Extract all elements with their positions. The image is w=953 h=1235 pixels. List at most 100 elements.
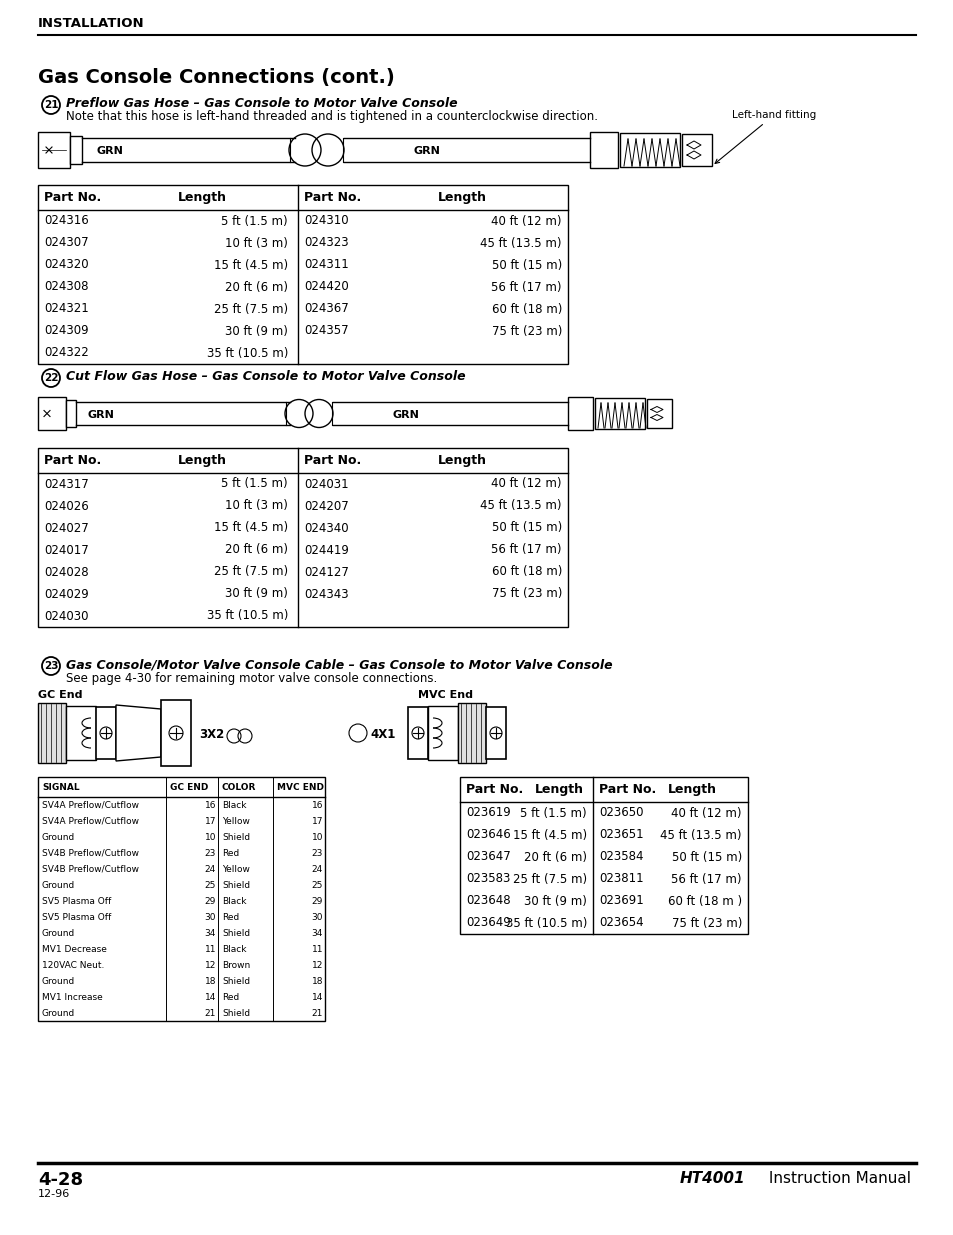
Text: Red: Red (222, 913, 239, 921)
Text: 25 ft (7.5 m): 25 ft (7.5 m) (213, 303, 288, 315)
Bar (619, 133, 679, 167)
Text: 17: 17 (312, 816, 323, 825)
Text: 60 ft (18 m): 60 ft (18 m) (491, 303, 561, 315)
Text: 024367: 024367 (304, 303, 349, 315)
Text: Length: Length (437, 454, 486, 467)
Text: 21: 21 (44, 100, 58, 110)
Text: SV4B Preflow/Cutflow: SV4B Preflow/Cutflow (42, 864, 139, 873)
Text: SV4A Preflow/Cutflow: SV4A Preflow/Cutflow (42, 800, 139, 809)
Text: 024323: 024323 (304, 236, 348, 249)
Text: 5 ft (1.5 m): 5 ft (1.5 m) (221, 478, 288, 490)
Text: Note that this hose is left-hand threaded and is tightened in a counterclockwise: Note that this hose is left-hand threade… (66, 110, 598, 124)
Text: 40 ft (12 m): 40 ft (12 m) (491, 215, 561, 227)
Text: 12: 12 (204, 961, 215, 969)
Text: 16: 16 (312, 800, 323, 809)
Text: 29: 29 (204, 897, 215, 905)
Text: 4-28: 4-28 (38, 1171, 83, 1189)
Text: 024309: 024309 (44, 325, 89, 337)
Text: 024311: 024311 (304, 258, 349, 272)
Bar (485, 706, 505, 760)
Bar (38, 185, 567, 364)
Text: Ground: Ground (42, 929, 75, 937)
Text: GC END: GC END (170, 783, 208, 792)
Text: 18: 18 (312, 977, 323, 986)
Text: 4X1: 4X1 (370, 729, 395, 741)
Bar (589, 132, 618, 168)
Text: 14: 14 (312, 993, 323, 1002)
Bar (66, 706, 96, 760)
Bar (646, 399, 671, 429)
Text: Length: Length (178, 191, 227, 204)
Text: 024027: 024027 (44, 521, 89, 535)
Text: Shield: Shield (222, 881, 250, 889)
Text: 10 ft (3 m): 10 ft (3 m) (225, 236, 288, 249)
Text: 24: 24 (312, 864, 323, 873)
Text: 5 ft (1.5 m): 5 ft (1.5 m) (519, 806, 586, 820)
Text: 45 ft (13.5 m): 45 ft (13.5 m) (480, 236, 561, 249)
Text: 12: 12 (312, 961, 323, 969)
Text: 10 ft (3 m): 10 ft (3 m) (225, 499, 288, 513)
Text: Red: Red (222, 848, 239, 857)
Text: 023648: 023648 (465, 894, 510, 908)
Text: Length: Length (178, 454, 227, 467)
Bar (66, 400, 76, 427)
Text: 30 ft (9 m): 30 ft (9 m) (523, 894, 586, 908)
Text: MV1 Increase: MV1 Increase (42, 993, 103, 1002)
Text: 21: 21 (312, 1009, 323, 1018)
Text: 40 ft (12 m): 40 ft (12 m) (671, 806, 741, 820)
Text: 12-96: 12-96 (38, 1189, 71, 1199)
Text: GC End: GC End (38, 690, 82, 700)
Text: MVC END: MVC END (276, 783, 324, 792)
Text: Ground: Ground (42, 881, 75, 889)
Text: 024317: 024317 (44, 478, 89, 490)
Text: 34: 34 (204, 929, 215, 937)
Text: 60 ft (18 m): 60 ft (18 m) (491, 566, 561, 578)
Text: MVC End: MVC End (417, 690, 473, 700)
Text: 56 ft (17 m): 56 ft (17 m) (671, 872, 741, 885)
Bar (161, 700, 191, 766)
Text: Part No.: Part No. (465, 783, 522, 797)
Text: 11: 11 (312, 945, 323, 953)
Text: 25: 25 (204, 881, 215, 889)
Text: 3X2: 3X2 (199, 729, 224, 741)
Bar (428, 706, 457, 760)
Text: GRN: GRN (393, 410, 419, 420)
Text: 023654: 023654 (598, 916, 643, 930)
Text: 15 ft (4.5 m): 15 ft (4.5 m) (213, 258, 288, 272)
Text: Gas Console Connections (cont.): Gas Console Connections (cont.) (38, 68, 395, 86)
Text: Red: Red (222, 993, 239, 1002)
Text: GRN: GRN (414, 146, 440, 156)
Text: 20 ft (6 m): 20 ft (6 m) (225, 543, 288, 557)
Text: SV4B Preflow/Cutflow: SV4B Preflow/Cutflow (42, 848, 139, 857)
Text: 16: 16 (204, 800, 215, 809)
Bar (567, 396, 593, 430)
Text: 024310: 024310 (304, 215, 348, 227)
Text: 15 ft (4.5 m): 15 ft (4.5 m) (513, 829, 586, 841)
Text: 5 ft (1.5 m): 5 ft (1.5 m) (221, 215, 288, 227)
Text: 023649: 023649 (465, 916, 510, 930)
Text: MV1 Decrease: MV1 Decrease (42, 945, 107, 953)
Bar (38, 703, 66, 763)
Text: Length: Length (437, 191, 486, 204)
Text: 024419: 024419 (304, 543, 349, 557)
Text: Yellow: Yellow (222, 864, 250, 873)
Text: 023584: 023584 (598, 851, 643, 863)
Text: 23: 23 (44, 661, 58, 671)
Text: 25: 25 (312, 881, 323, 889)
Text: SV4A Preflow/Cutflow: SV4A Preflow/Cutflow (42, 816, 139, 825)
Text: 023583: 023583 (465, 872, 510, 885)
Text: 023811: 023811 (598, 872, 643, 885)
Text: SV5 Plasma Off: SV5 Plasma Off (42, 897, 112, 905)
Text: Shield: Shield (222, 929, 250, 937)
Bar (595, 398, 644, 429)
Text: See page 4-30 for remaining motor valve console connections.: See page 4-30 for remaining motor valve … (66, 672, 436, 685)
Polygon shape (116, 705, 161, 761)
Text: GRN: GRN (97, 146, 124, 156)
Text: INSTALLATION: INSTALLATION (38, 17, 145, 30)
Bar (408, 706, 428, 760)
Text: Preflow Gas Hose – Gas Console to Motor Valve Console: Preflow Gas Hose – Gas Console to Motor … (66, 98, 457, 110)
Bar (681, 135, 711, 165)
Text: 22: 22 (44, 373, 58, 383)
Text: 024322: 024322 (44, 347, 89, 359)
Text: 024030: 024030 (44, 610, 89, 622)
